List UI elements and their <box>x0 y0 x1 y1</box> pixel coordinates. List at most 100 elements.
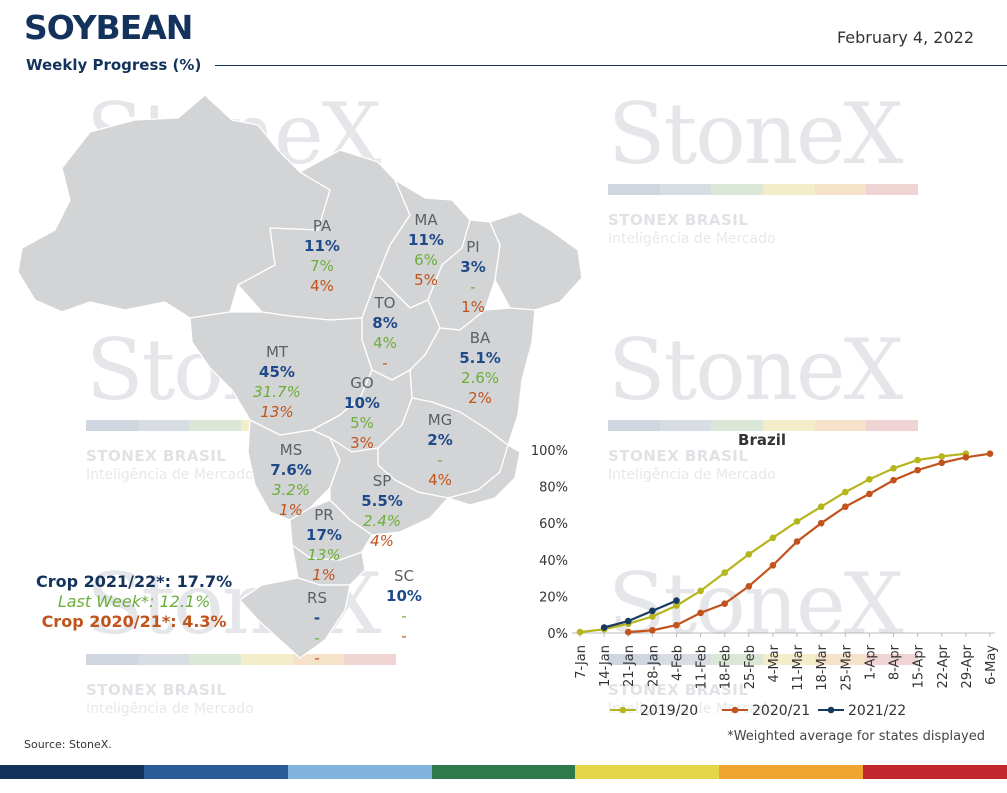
data-point <box>649 626 656 634</box>
state-last-week: 4% <box>373 334 397 352</box>
y-tick-label: 20% <box>539 590 568 605</box>
x-tick-label: 1-Apr <box>863 644 878 680</box>
state-previous: 4% <box>370 532 394 550</box>
footer-color-bar <box>0 765 1007 779</box>
watermark-brand: STONEX BRASIL <box>86 681 227 699</box>
state-label-pi: PI 3% - 1% <box>453 237 493 317</box>
state-label-to: TO 8% 4% - <box>365 293 405 373</box>
series-line <box>628 452 991 634</box>
state-label-sp: SP 5.5% 2.4% 4% <box>357 471 407 551</box>
series-line <box>603 599 677 629</box>
x-tick-label: 21-Jan <box>622 645 637 687</box>
data-point <box>914 456 921 464</box>
region-es-rj <box>447 444 521 506</box>
state-previous: - <box>314 649 320 667</box>
data-point <box>697 587 704 595</box>
color-bar-segment <box>863 765 1007 779</box>
state-code: BA <box>469 329 491 347</box>
state-last-week: - <box>401 607 407 625</box>
data-point <box>745 551 753 558</box>
watermark-logo: StoneX <box>608 321 903 419</box>
data-point <box>769 561 777 569</box>
chart-legend: 2019/20 2020/21 2021/22 <box>610 703 906 719</box>
x-axis: 7-Jan 14-Jan 21-Jan 28-Jan 4-Feb 11-Feb 18-Feb… <box>572 632 999 691</box>
data-point <box>841 488 849 496</box>
state-previous: 3% <box>350 434 374 452</box>
legend-swatch-dot <box>619 706 627 714</box>
footnote: *Weighted average for states displayed <box>727 729 985 744</box>
x-tick-label: 22-Apr <box>936 644 951 688</box>
state-current: 5.5% <box>361 492 403 510</box>
state-code: MS <box>279 441 303 459</box>
state-code: MG <box>427 411 453 429</box>
state-current: 17% <box>306 526 342 544</box>
total-last-week: Last Week*: 12.1% <box>57 592 211 611</box>
x-tick-label: 18-Mar <box>815 644 830 690</box>
state-current: 7.6% <box>270 461 312 479</box>
legend-swatch-dot <box>827 706 835 714</box>
data-point <box>914 466 921 474</box>
x-tick-label: 11-Mar <box>791 644 806 690</box>
page-subtitle: Weekly Progress (%) <box>26 56 202 74</box>
state-previous: 1% <box>279 501 303 519</box>
x-tick-label: 7-Jan <box>574 645 589 679</box>
header-rule <box>215 65 1007 66</box>
series-line <box>579 452 967 634</box>
data-point <box>745 583 753 590</box>
x-tick-label: 18-Feb <box>719 645 734 689</box>
region-rs <box>239 577 351 659</box>
state-label-sc: SC 10% - - <box>383 566 425 646</box>
watermark-brand: STONEX BRASIL <box>608 681 749 699</box>
region-ms <box>247 419 341 521</box>
state-current: 10% <box>386 587 422 605</box>
watermark-bar <box>608 654 919 665</box>
legend-label: 2020/21 <box>752 703 810 719</box>
color-bar-segment <box>575 765 720 779</box>
state-code: PI <box>466 238 480 256</box>
state-previous: - <box>382 354 388 372</box>
legend-swatch-dot <box>731 706 739 714</box>
color-bar-segment <box>431 765 576 779</box>
x-tick-label: 25-Feb <box>743 645 758 689</box>
state-last-week: - <box>470 278 476 296</box>
y-tick-label: 100% <box>531 444 568 459</box>
x-tick-label: 15-Apr <box>912 644 927 688</box>
report-date: February 4, 2022 <box>836 28 974 47</box>
state-last-week: 2.6% <box>460 369 500 387</box>
series-layer <box>576 450 994 636</box>
color-bar-segment <box>0 765 144 779</box>
watermark-logo: StoneX <box>608 85 903 183</box>
watermark-brand: STONEX BRASIL <box>86 447 227 465</box>
state-label-pa: PA 11% 7% 4% <box>300 216 344 296</box>
x-tick-label: 25-Mar <box>839 644 854 690</box>
data-point <box>673 602 680 609</box>
x-tick-label: 28-Jan <box>646 645 661 687</box>
state-code: PA <box>312 217 332 235</box>
y-tick-label: 0% <box>547 627 568 642</box>
state-current: 45% <box>259 363 295 381</box>
state-last-week: - <box>437 451 443 469</box>
data-point <box>769 534 777 542</box>
x-tick-label: 4-Mar <box>767 644 782 682</box>
state-code: SP <box>372 472 392 490</box>
x-tick-label: 6-May <box>984 645 999 685</box>
data-point <box>673 621 680 629</box>
watermark-logo: StoneX <box>608 555 903 653</box>
data-point <box>624 617 632 625</box>
watermark-tagline: Inteligência de Mercado <box>608 231 776 247</box>
data-point <box>697 609 704 617</box>
x-tick-label: 4-Feb <box>670 645 685 681</box>
source-note: Source: StoneX. <box>24 738 112 751</box>
color-bar-segment <box>287 765 432 779</box>
data-point <box>624 628 632 636</box>
state-label-ma: MA 11% 6% 5% <box>404 210 448 290</box>
data-point <box>600 624 608 631</box>
data-point <box>817 503 825 511</box>
state-last-week: 5% <box>350 414 374 432</box>
chart-title: Brazil <box>738 431 786 449</box>
x-tick-label: 8-Apr <box>888 644 903 680</box>
state-label-ms: MS 7.6% 3.2% 1% <box>266 440 316 520</box>
y-tick-label: 80% <box>539 481 568 496</box>
total-previous: Crop 2020/21*: 4.3% <box>41 612 227 631</box>
state-previous: 2% <box>468 389 492 407</box>
